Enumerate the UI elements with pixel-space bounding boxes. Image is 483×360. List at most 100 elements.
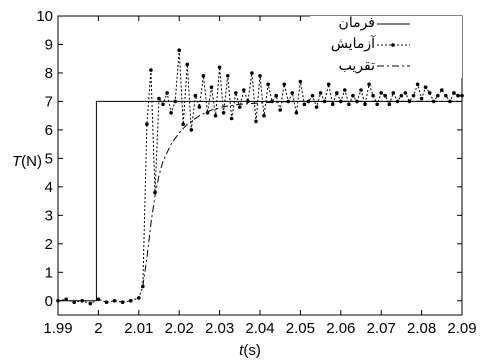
- experiment-data-point: [347, 102, 351, 107]
- experiment-data-point: [145, 122, 149, 126]
- y-axis-unit: (N): [21, 153, 42, 170]
- x-tick-label: 2.05: [286, 320, 315, 337]
- series-command-line: [58, 100, 462, 302]
- x-axis-unit: (s): [243, 342, 261, 359]
- y-tick-label: 3: [45, 207, 53, 224]
- experiment-data-point: [221, 111, 226, 115]
- experiment-data-point: [157, 96, 161, 101]
- series-approximation-line: [142, 100, 462, 287]
- legend-label-experiment: آزمایش: [331, 35, 376, 52]
- experiment-data-point: [193, 93, 198, 98]
- experiment-data-point: [238, 105, 242, 109]
- experiment-data-point: [318, 91, 323, 95]
- y-tick-label: 9: [45, 36, 53, 53]
- x-tick-label: 2.02: [165, 320, 194, 337]
- experiment-data-point: [440, 88, 444, 92]
- experiment-data-point: [399, 93, 404, 98]
- experiment-data-point: [306, 99, 311, 104]
- experiment-data-point: [436, 93, 440, 98]
- series-layer: [56, 48, 464, 306]
- experiment-data-point: [351, 93, 355, 98]
- experiment-data-point: [298, 79, 303, 84]
- experiment-data-point: [137, 296, 141, 300]
- x-tick-label: 2.06: [326, 320, 355, 337]
- experiment-data-point: [229, 116, 234, 121]
- x-tick-label: 2.01: [124, 320, 153, 337]
- experiment-data-point: [387, 102, 392, 107]
- experiment-data-point: [72, 300, 76, 305]
- x-tick-label: 1.99: [43, 320, 72, 337]
- experiment-data-point: [326, 82, 331, 87]
- experiment-data-point: [379, 91, 384, 95]
- experiment-data-point: [161, 102, 165, 107]
- experiment-data-point: [120, 300, 125, 305]
- y-tick-label: 1: [45, 264, 53, 281]
- experiment-data-point: [112, 299, 117, 303]
- experiment-data-point: [403, 91, 408, 95]
- experiment-data-point: [96, 297, 101, 302]
- experiment-data-point: [80, 299, 84, 303]
- experiment-data-point: [274, 93, 279, 98]
- y-tick-label: 2: [45, 236, 53, 253]
- experiment-data-point: [217, 65, 222, 70]
- experiment-data-point: [88, 301, 93, 306]
- experiment-data-point: [197, 105, 202, 109]
- y-tick-label: 4: [45, 179, 53, 196]
- experiment-data-point: [282, 82, 287, 87]
- experiment-data-point: [165, 91, 169, 95]
- experiment-data-point: [419, 96, 424, 101]
- y-tick-label: 8: [45, 65, 53, 82]
- legend-label-approximation: تقریب: [339, 58, 375, 74]
- legend-label-command: فرمان: [339, 15, 375, 31]
- y-axis-label: T(N): [12, 153, 42, 170]
- experiment-data-point: [56, 299, 60, 303]
- experiment-data-point: [128, 299, 133, 303]
- experiment-data-point: [411, 93, 416, 98]
- experiment-data-point: [330, 102, 335, 107]
- x-tick-label: 2.07: [367, 320, 396, 337]
- experiment-data-point: [460, 93, 464, 98]
- experiment-data-point: [104, 300, 109, 305]
- x-tick-label: 2.04: [245, 320, 274, 337]
- x-axis-var: t: [239, 342, 244, 359]
- y-tick-label: 5: [45, 150, 53, 167]
- experiment-data-point: [242, 88, 246, 92]
- experiment-data-point: [371, 93, 375, 98]
- experiment-data-point: [169, 111, 173, 115]
- x-axis-label: t(s): [239, 342, 261, 359]
- y-tick-label: 10: [36, 8, 53, 25]
- x-tick-label: 2.09: [447, 320, 476, 337]
- experiment-data-point: [363, 102, 367, 107]
- experiment-data-point: [383, 93, 388, 98]
- experiment-data-point: [407, 99, 412, 104]
- experiment-data-point: [177, 48, 181, 52]
- experiment-data-point: [423, 85, 428, 89]
- experiment-data-point: [367, 82, 371, 87]
- experiment-data-point: [375, 102, 380, 107]
- y-tick-label: 6: [45, 122, 53, 139]
- experiment-data-point: [456, 93, 460, 98]
- legend-box: [310, 16, 462, 78]
- experiment-data-point: [339, 99, 343, 104]
- experiment-data-point: [185, 62, 190, 67]
- experiment-data-point: [250, 71, 254, 75]
- experiment-data-point: [213, 113, 218, 118]
- y-tick-labels: 0 1 2 3 4 5 6 7 8 9 10: [36, 8, 53, 310]
- experiment-data-point: [266, 82, 270, 87]
- y-tick-label: 7: [45, 93, 53, 110]
- experiment-data-point: [234, 91, 238, 95]
- experiment-data-point: [302, 102, 307, 107]
- experiment-data-point: [286, 99, 291, 104]
- experiment-data-point: [258, 74, 262, 78]
- experiment-data-point: [173, 99, 177, 104]
- x-tick-label: 2.08: [407, 320, 436, 337]
- experiment-data-point: [310, 93, 315, 98]
- experiment-data-point: [444, 93, 448, 98]
- y-axis-var: T: [12, 153, 23, 170]
- experiment-data-point: [201, 74, 206, 78]
- legend-marker-experiment: [391, 43, 395, 47]
- y-tick-label: 0: [45, 293, 53, 310]
- experiment-data-point: [262, 113, 266, 118]
- x-tick-label: 2.03: [205, 320, 234, 337]
